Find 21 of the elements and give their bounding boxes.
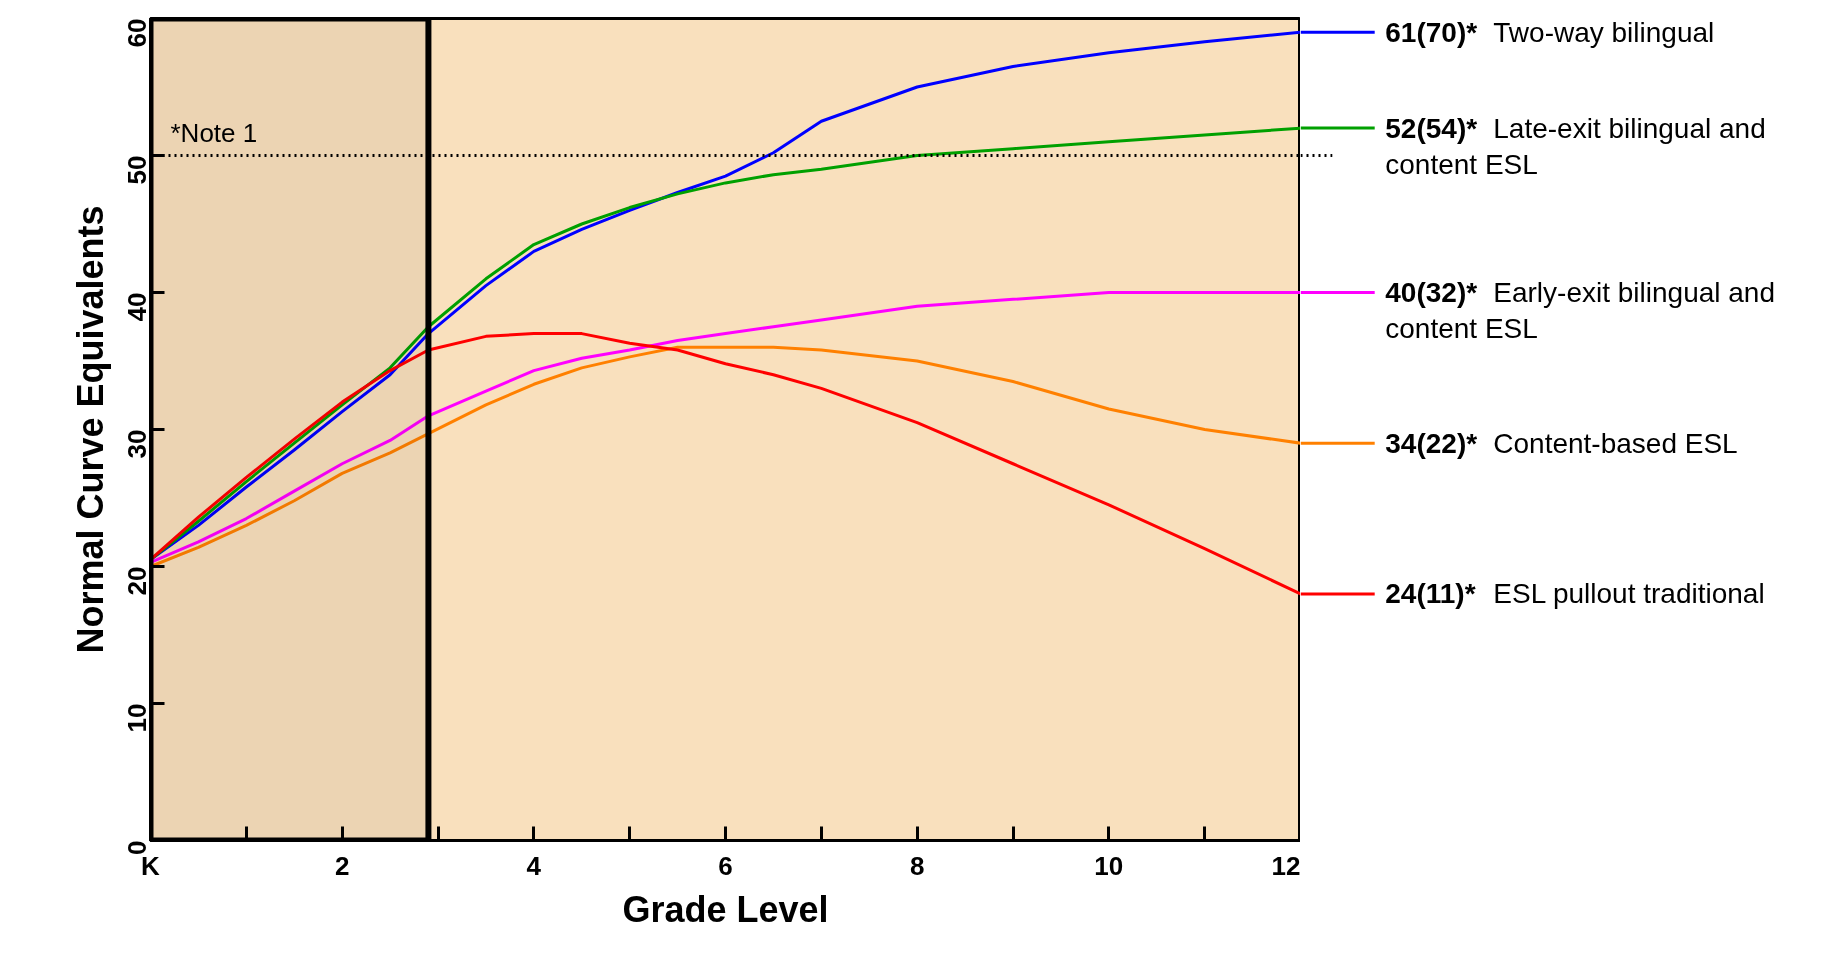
x-tick-label: 6 [718,850,733,881]
legend-label: 24(11)* ESL pullout traditional [1385,578,1765,610]
x-tick-label: 8 [909,850,925,881]
y-tick-label: 0 [121,840,152,855]
y-tick-label: 10 [121,703,152,733]
legend-label: 52(54)* Late-exit bilingual and content ESL [1385,112,1766,180]
y-tick-label: 60 [121,18,152,48]
y-axis-title: Normal Curve Equivalents [69,205,111,654]
x-tick-label: 4 [526,850,542,881]
x-axis-title: Grade Level [622,888,829,930]
x-tick-label: 10 [1094,850,1124,881]
x-tick-label: 12 [1271,850,1301,881]
legend-label: 40(32)* Early-exit bilingual and content ESL [1385,277,1776,344]
legend-label: 61(70)* Two-way bilingual [1385,16,1715,48]
ref-line-label: *Note 1 [170,117,258,148]
y-tick-label: 30 [121,429,152,459]
y-tick-label: 20 [121,566,152,596]
x-tick-label: 2 [334,850,350,881]
legend-label: 34(22)* Content-based ESL [1385,427,1738,459]
y-tick-label: 50 [121,155,152,185]
y-tick-label: 40 [121,292,152,322]
